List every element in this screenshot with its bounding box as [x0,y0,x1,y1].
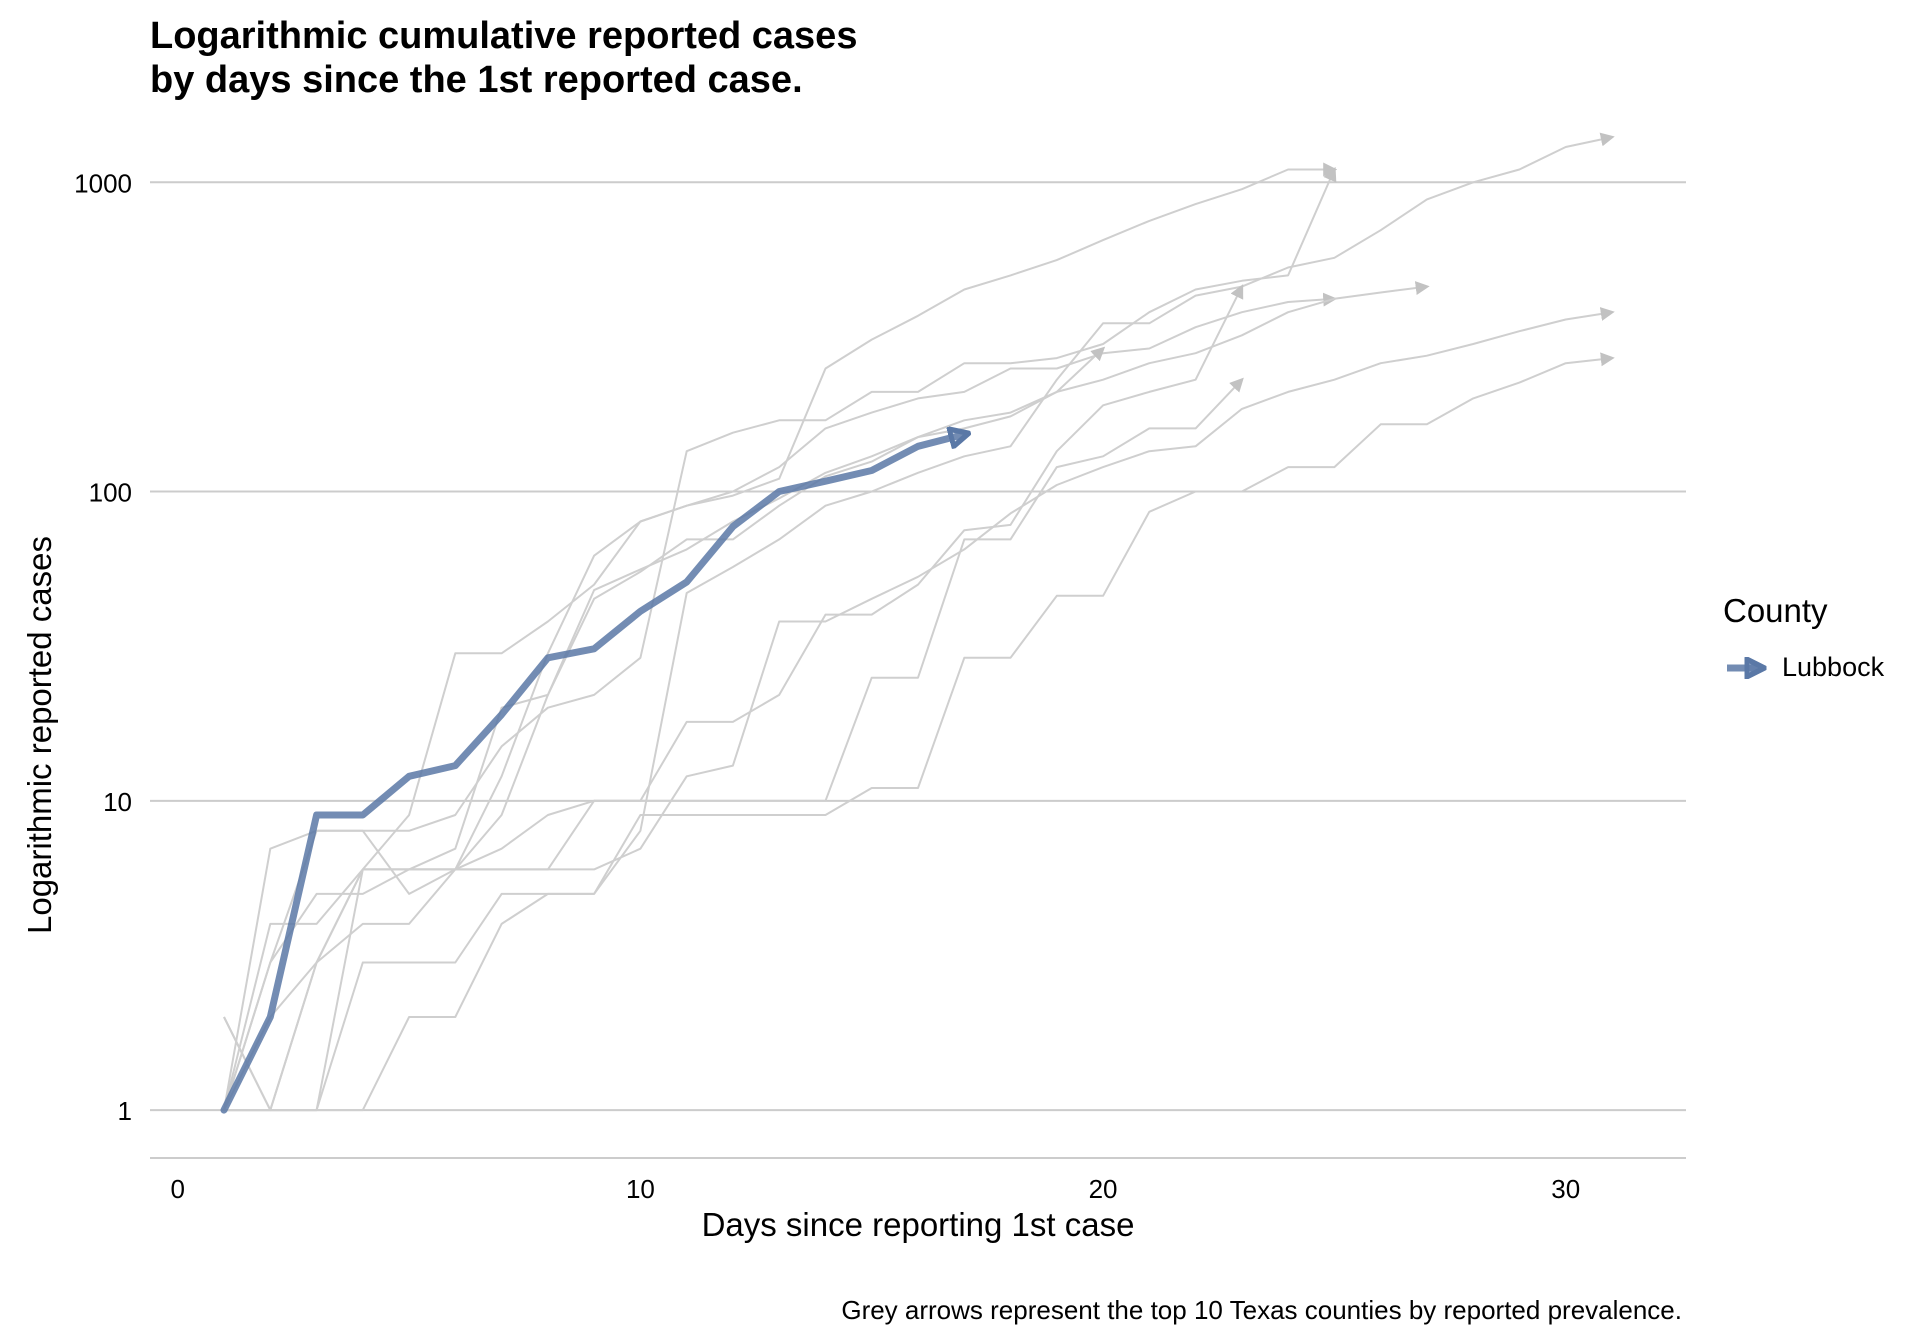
context-series-line-10 [223,346,1106,1111]
axes: 1 10 100 1000 0 10 20 30 [74,168,1686,1204]
context-series-line-9 [223,162,1338,1111]
y-tick-label-1000: 1000 [74,168,132,198]
context-series-line-8 [223,281,1430,1111]
y-axis-label: Logarithmic reported cases [21,535,58,935]
context-series-line-5 [224,132,1615,1112]
x-axis-label: Days since reporting 1st case [701,1206,1135,1243]
chart-caption: Grey arrows represent the top 10 Texas c… [841,1295,1682,1325]
context-series-line-4 [223,377,1244,1111]
grid-lines [150,181,1686,1112]
y-tick-label-1: 1 [118,1096,132,1126]
x-tick-label-10: 10 [626,1174,655,1204]
highlight-series-group [220,434,964,1114]
context-series-line-2 [223,307,1615,1112]
context-series-line-1 [223,166,1337,1111]
legend-title: County [1723,592,1828,629]
context-series-line-6 [224,352,1615,1112]
y-tick-label-100: 100 [89,478,132,508]
x-tick-label-0: 0 [171,1174,185,1204]
context-series-group [223,132,1615,1112]
x-tick-label-30: 30 [1551,1174,1580,1204]
legend-label-lubbock: Lubbock [1782,652,1885,682]
context-series-line-7 [224,284,1244,1112]
context-series-line-3 [223,292,1338,1112]
chart-title: Logarithmic cumulative reported cases by… [150,15,858,101]
lubbock-series-line [220,434,964,1114]
x-tick-label-20: 20 [1089,1174,1118,1204]
y-tick-label-10: 10 [103,787,132,817]
